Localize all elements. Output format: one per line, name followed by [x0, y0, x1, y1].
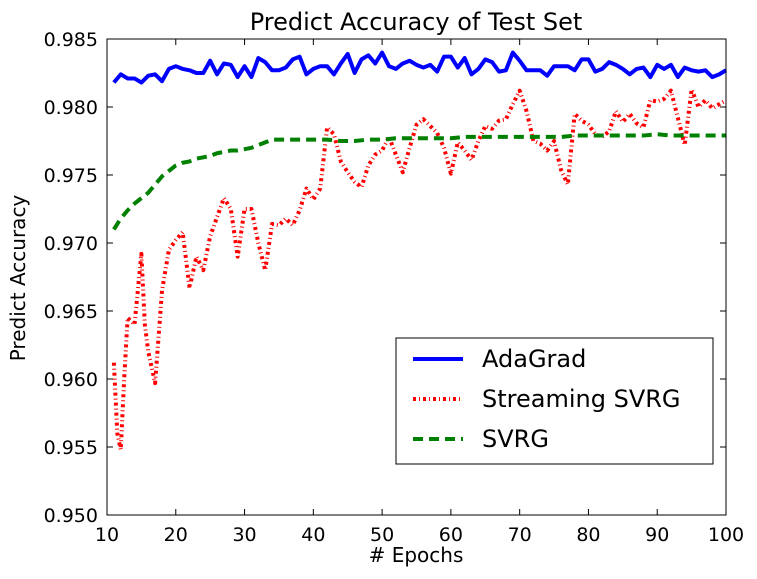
- y-tick-label: 0.950: [44, 505, 98, 527]
- y-tick-label: 0.980: [44, 97, 98, 119]
- series-layer: [111, 50, 728, 452]
- x-tick-label: 80: [576, 524, 600, 546]
- axes: [106, 38, 727, 516]
- x-tick-label: 100: [708, 524, 744, 546]
- chart-title: Predict Accuracy of Test Set: [250, 8, 583, 36]
- x-tick-label: 70: [508, 524, 532, 546]
- x-tick-label: 40: [301, 524, 325, 546]
- series-line-streaming-svrg: [111, 87, 728, 452]
- x-tick-label: 90: [645, 524, 669, 546]
- legend-label: AdaGrad: [482, 345, 586, 373]
- y-tick-label: 0.965: [44, 301, 98, 323]
- y-tick-label: 0.985: [44, 29, 98, 51]
- y-tick-label: 0.960: [44, 369, 98, 391]
- legend-label: SVRG: [482, 425, 549, 453]
- y-tick-label: 0.970: [44, 233, 98, 255]
- x-axis-label: # Epochs: [369, 543, 464, 567]
- series-line-adagrad: [112, 50, 728, 85]
- x-tick-label: 10: [95, 524, 119, 546]
- y-tick-label: 0.975: [44, 165, 98, 187]
- tick-marks: 10 20 30 40 50 60 70 80 90 100 0.950 0.955 0.960 0.96…: [44, 29, 745, 546]
- y-axis-label: Predict Accuracy: [6, 195, 30, 362]
- x-tick-label: 30: [232, 524, 256, 546]
- legend-label: Streaming SVRG: [482, 385, 681, 413]
- x-tick-label: 50: [370, 524, 394, 546]
- legend: AdaGrad Streaming SVRG SVRG: [395, 337, 714, 465]
- series-line-svrg: [112, 132, 726, 231]
- plot-frame: [106, 38, 727, 516]
- x-tick-label: 60: [439, 524, 463, 546]
- y-tick-label: 0.955: [44, 437, 98, 459]
- x-tick-label: 20: [164, 524, 188, 546]
